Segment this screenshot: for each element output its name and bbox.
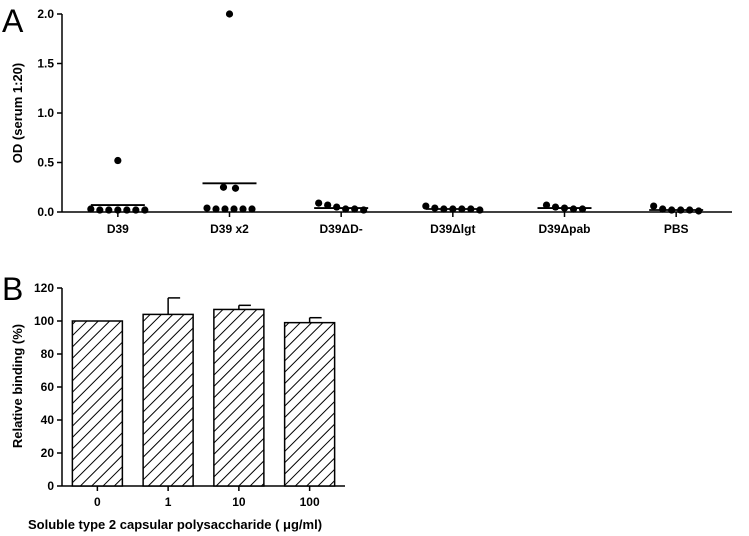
panel-b-y-tick-label: 100	[34, 314, 54, 328]
panel-a-data-point	[123, 206, 131, 214]
panel-a-data-point	[569, 205, 578, 213]
panel-a-data-point	[659, 205, 667, 213]
panel-a-data-point	[315, 199, 323, 207]
panel-a-y-tick-label: 1.0	[37, 106, 54, 120]
panel-a-x-tick-label: D39Δpab	[539, 222, 591, 236]
panel-b-y-tick-label: 40	[41, 413, 55, 427]
panel-b-x-tick-label: 100	[300, 495, 320, 509]
panel-a-x-tick-label: D39 x2	[210, 222, 249, 236]
panel-a-scatter: OD (serum 1:20) 0.0 0.5 1.0 1.5 2.0 D39 D39 x2…	[10, 7, 732, 236]
panel-b-x-tick-label: 10	[232, 495, 246, 509]
panel-a-data-point	[542, 201, 551, 209]
panel-b-y-tick-label: 80	[41, 347, 55, 361]
panel-a-data-point	[333, 203, 341, 211]
panel-b-x-tick-label: 0	[94, 495, 101, 509]
panel-a-data-point	[212, 205, 220, 213]
panel-a-data-point	[221, 205, 229, 213]
panel-a-data-point	[686, 206, 694, 214]
panel-a-y-axis-label: OD (serum 1:20)	[10, 63, 25, 163]
panel-a-data-point	[87, 205, 95, 213]
panel-b-bar-chart: Relative binding (%) Soluble type 2 caps…	[10, 281, 345, 532]
panel-a-x-tick-label: D39Δlgt	[430, 222, 475, 236]
panel-a-y-tick-label: 1.5	[37, 57, 54, 71]
panel-a-data-point	[560, 204, 569, 212]
panel-a-data-point	[476, 206, 484, 214]
panel-a-y-tick-label: 0.5	[37, 156, 54, 170]
panel-b-bar	[142, 313, 194, 487]
panel-a-data-point	[458, 205, 466, 213]
panel-b-y-tick-label: 120	[34, 281, 54, 295]
panel-a-data-point	[551, 203, 560, 211]
panel-b-x-tick-label: 1	[165, 495, 172, 509]
panel-a-data-point	[231, 184, 240, 192]
panel-a-data-point	[360, 206, 368, 214]
panel-a-y-tick-label: 2.0	[37, 7, 54, 21]
panel-a-data-point	[440, 205, 448, 213]
panel-a-data-point	[342, 205, 350, 213]
panel-a-data-point	[677, 206, 685, 214]
panel-a-data-point	[668, 206, 676, 214]
panel-a-data-point	[141, 206, 149, 214]
panel-a-data-point	[578, 205, 587, 213]
panel-a-data-point	[650, 202, 658, 210]
panel-b-letter: B	[2, 271, 23, 307]
panel-a-x-tick-label: PBS	[664, 222, 689, 236]
panel-b-bar	[213, 308, 265, 487]
panel-a-data-point	[695, 207, 703, 215]
panel-a-data-point	[324, 201, 332, 209]
panel-a-y-tick-label: 0.0	[37, 205, 54, 219]
panel-b-y-tick-label: 60	[41, 380, 55, 394]
panel-a-data-point	[105, 206, 113, 214]
panel-a-x-tick-label: D39	[107, 222, 129, 236]
panel-a-data-point	[225, 10, 234, 18]
panel-a-data-point	[203, 204, 211, 212]
panel-a-data-point	[230, 205, 238, 213]
panel-b-y-tick-label: 20	[41, 446, 55, 460]
panel-a-data-point	[449, 205, 457, 213]
panel-a-data-point	[114, 206, 122, 214]
panel-a-data-point	[422, 202, 430, 210]
panel-a-data-point	[132, 206, 140, 214]
panel-a-letter: A	[2, 3, 24, 39]
panel-a-data-point	[248, 205, 256, 213]
panel-a-data-point	[351, 205, 359, 213]
panel-a-data-point	[431, 204, 439, 212]
panel-b-y-axis-label: Relative binding (%)	[10, 324, 25, 448]
panel-a-data-point	[96, 206, 104, 214]
panel-a-data-point	[114, 156, 122, 165]
panel-a-data-point	[239, 205, 247, 213]
panel-a-data-point	[219, 183, 228, 191]
panel-a-x-tick-label: D39ΔD-	[320, 222, 363, 236]
panel-b-bar	[71, 320, 124, 487]
panel-b-x-axis-label: Soluble type 2 capsular polysaccharide (…	[28, 517, 322, 532]
panel-b-bar	[283, 321, 336, 487]
panel-a-data-point	[467, 205, 475, 213]
panel-b-y-tick-label: 0	[47, 479, 54, 493]
